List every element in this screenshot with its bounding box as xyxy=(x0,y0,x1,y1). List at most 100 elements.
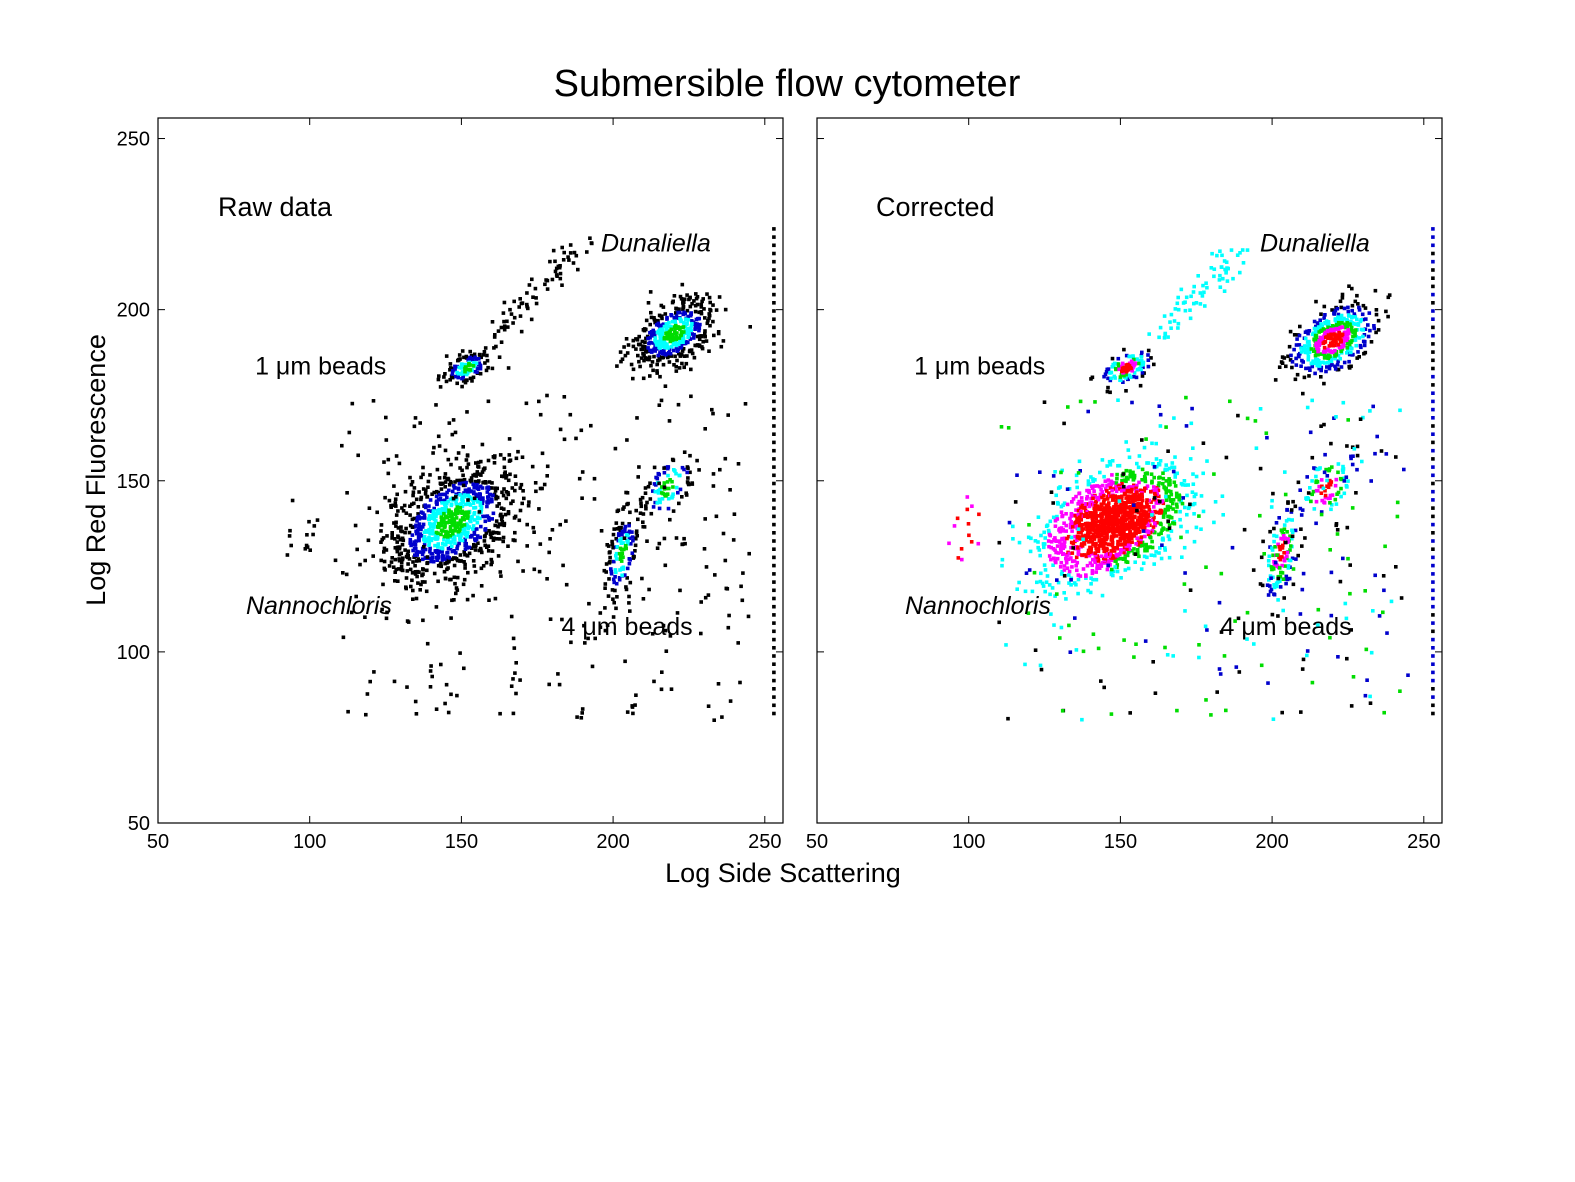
data-point xyxy=(485,514,490,518)
data-point xyxy=(1269,505,1274,509)
data-point xyxy=(772,637,776,642)
data-point xyxy=(1118,375,1123,379)
data-point xyxy=(611,532,616,537)
data-point xyxy=(527,500,531,504)
data-point xyxy=(1197,655,1201,660)
data-point xyxy=(1166,335,1170,339)
data-point xyxy=(1345,346,1350,350)
data-point xyxy=(456,487,461,491)
data-point xyxy=(455,381,459,386)
data-point xyxy=(476,480,480,484)
data-point xyxy=(1288,358,1293,362)
data-point xyxy=(611,545,615,550)
data-point xyxy=(1121,547,1126,552)
data-point xyxy=(1107,513,1111,517)
data-point xyxy=(451,369,455,373)
data-point xyxy=(637,465,641,469)
data-point xyxy=(704,339,709,343)
data-point xyxy=(490,481,494,485)
data-point xyxy=(447,512,451,516)
data-point xyxy=(665,317,669,321)
data-point xyxy=(1327,344,1332,348)
data-point xyxy=(1143,548,1147,553)
data-point xyxy=(663,492,667,497)
data-point xyxy=(1286,517,1291,522)
data-point xyxy=(1099,524,1103,529)
data-point xyxy=(1109,712,1114,716)
data-point xyxy=(460,527,465,531)
data-point xyxy=(424,488,428,492)
data-point xyxy=(997,540,1002,545)
data-point xyxy=(303,547,308,551)
data-point xyxy=(1161,501,1166,506)
data-point xyxy=(688,326,693,331)
data-point xyxy=(1135,497,1140,502)
data-point xyxy=(506,366,511,370)
data-point xyxy=(1079,510,1083,514)
data-point xyxy=(1296,553,1300,558)
data-point xyxy=(635,338,640,342)
data-point xyxy=(402,503,407,508)
data-point xyxy=(410,571,415,575)
data-point xyxy=(422,516,427,520)
data-point xyxy=(437,507,441,512)
data-point xyxy=(1139,567,1144,571)
data-point xyxy=(1150,513,1154,517)
data-point xyxy=(658,487,662,492)
data-point xyxy=(464,510,468,514)
data-point xyxy=(1121,530,1126,534)
data-point xyxy=(682,354,687,358)
data-point xyxy=(486,399,491,404)
data-point xyxy=(711,319,715,324)
data-point xyxy=(1059,550,1064,554)
data-point xyxy=(440,511,444,516)
data-point xyxy=(419,534,424,538)
data-point xyxy=(1119,516,1124,520)
data-point xyxy=(421,465,425,470)
data-point xyxy=(1350,303,1355,308)
data-point xyxy=(1374,330,1378,335)
data-point xyxy=(1103,506,1107,510)
data-point xyxy=(1170,501,1175,506)
data-point xyxy=(1350,308,1354,313)
data-point xyxy=(456,373,460,378)
data-point xyxy=(445,515,450,520)
data-point xyxy=(465,502,470,506)
data-point xyxy=(688,470,692,475)
data-point xyxy=(667,486,671,491)
data-point xyxy=(1096,525,1100,530)
data-point xyxy=(1090,571,1095,576)
data-point xyxy=(997,620,1001,625)
data-point xyxy=(1282,551,1286,555)
data-point xyxy=(1290,360,1295,364)
data-point xyxy=(518,297,522,301)
data-point xyxy=(638,364,642,369)
data-point xyxy=(668,335,672,339)
data-point xyxy=(1134,531,1138,536)
data-point xyxy=(440,499,444,503)
data-point xyxy=(465,553,469,558)
data-point xyxy=(450,544,454,549)
data-point xyxy=(568,251,573,255)
data-point xyxy=(648,374,652,378)
data-point xyxy=(1283,470,1287,474)
data-point xyxy=(428,514,433,518)
data-point xyxy=(1061,552,1066,556)
data-point xyxy=(1267,563,1271,568)
data-point xyxy=(602,568,607,573)
data-point xyxy=(455,588,460,592)
data-point xyxy=(1431,506,1435,510)
data-point xyxy=(485,504,489,509)
data-point xyxy=(1188,308,1192,312)
data-point xyxy=(685,293,689,297)
data-point xyxy=(1310,361,1315,365)
data-point xyxy=(1310,398,1314,403)
data-point xyxy=(450,549,455,554)
data-point xyxy=(394,524,398,528)
data-point xyxy=(679,319,683,324)
data-point xyxy=(1283,577,1288,581)
data-point xyxy=(640,576,644,581)
data-point xyxy=(631,711,635,716)
data-point xyxy=(1363,327,1368,331)
data-point xyxy=(628,580,633,585)
